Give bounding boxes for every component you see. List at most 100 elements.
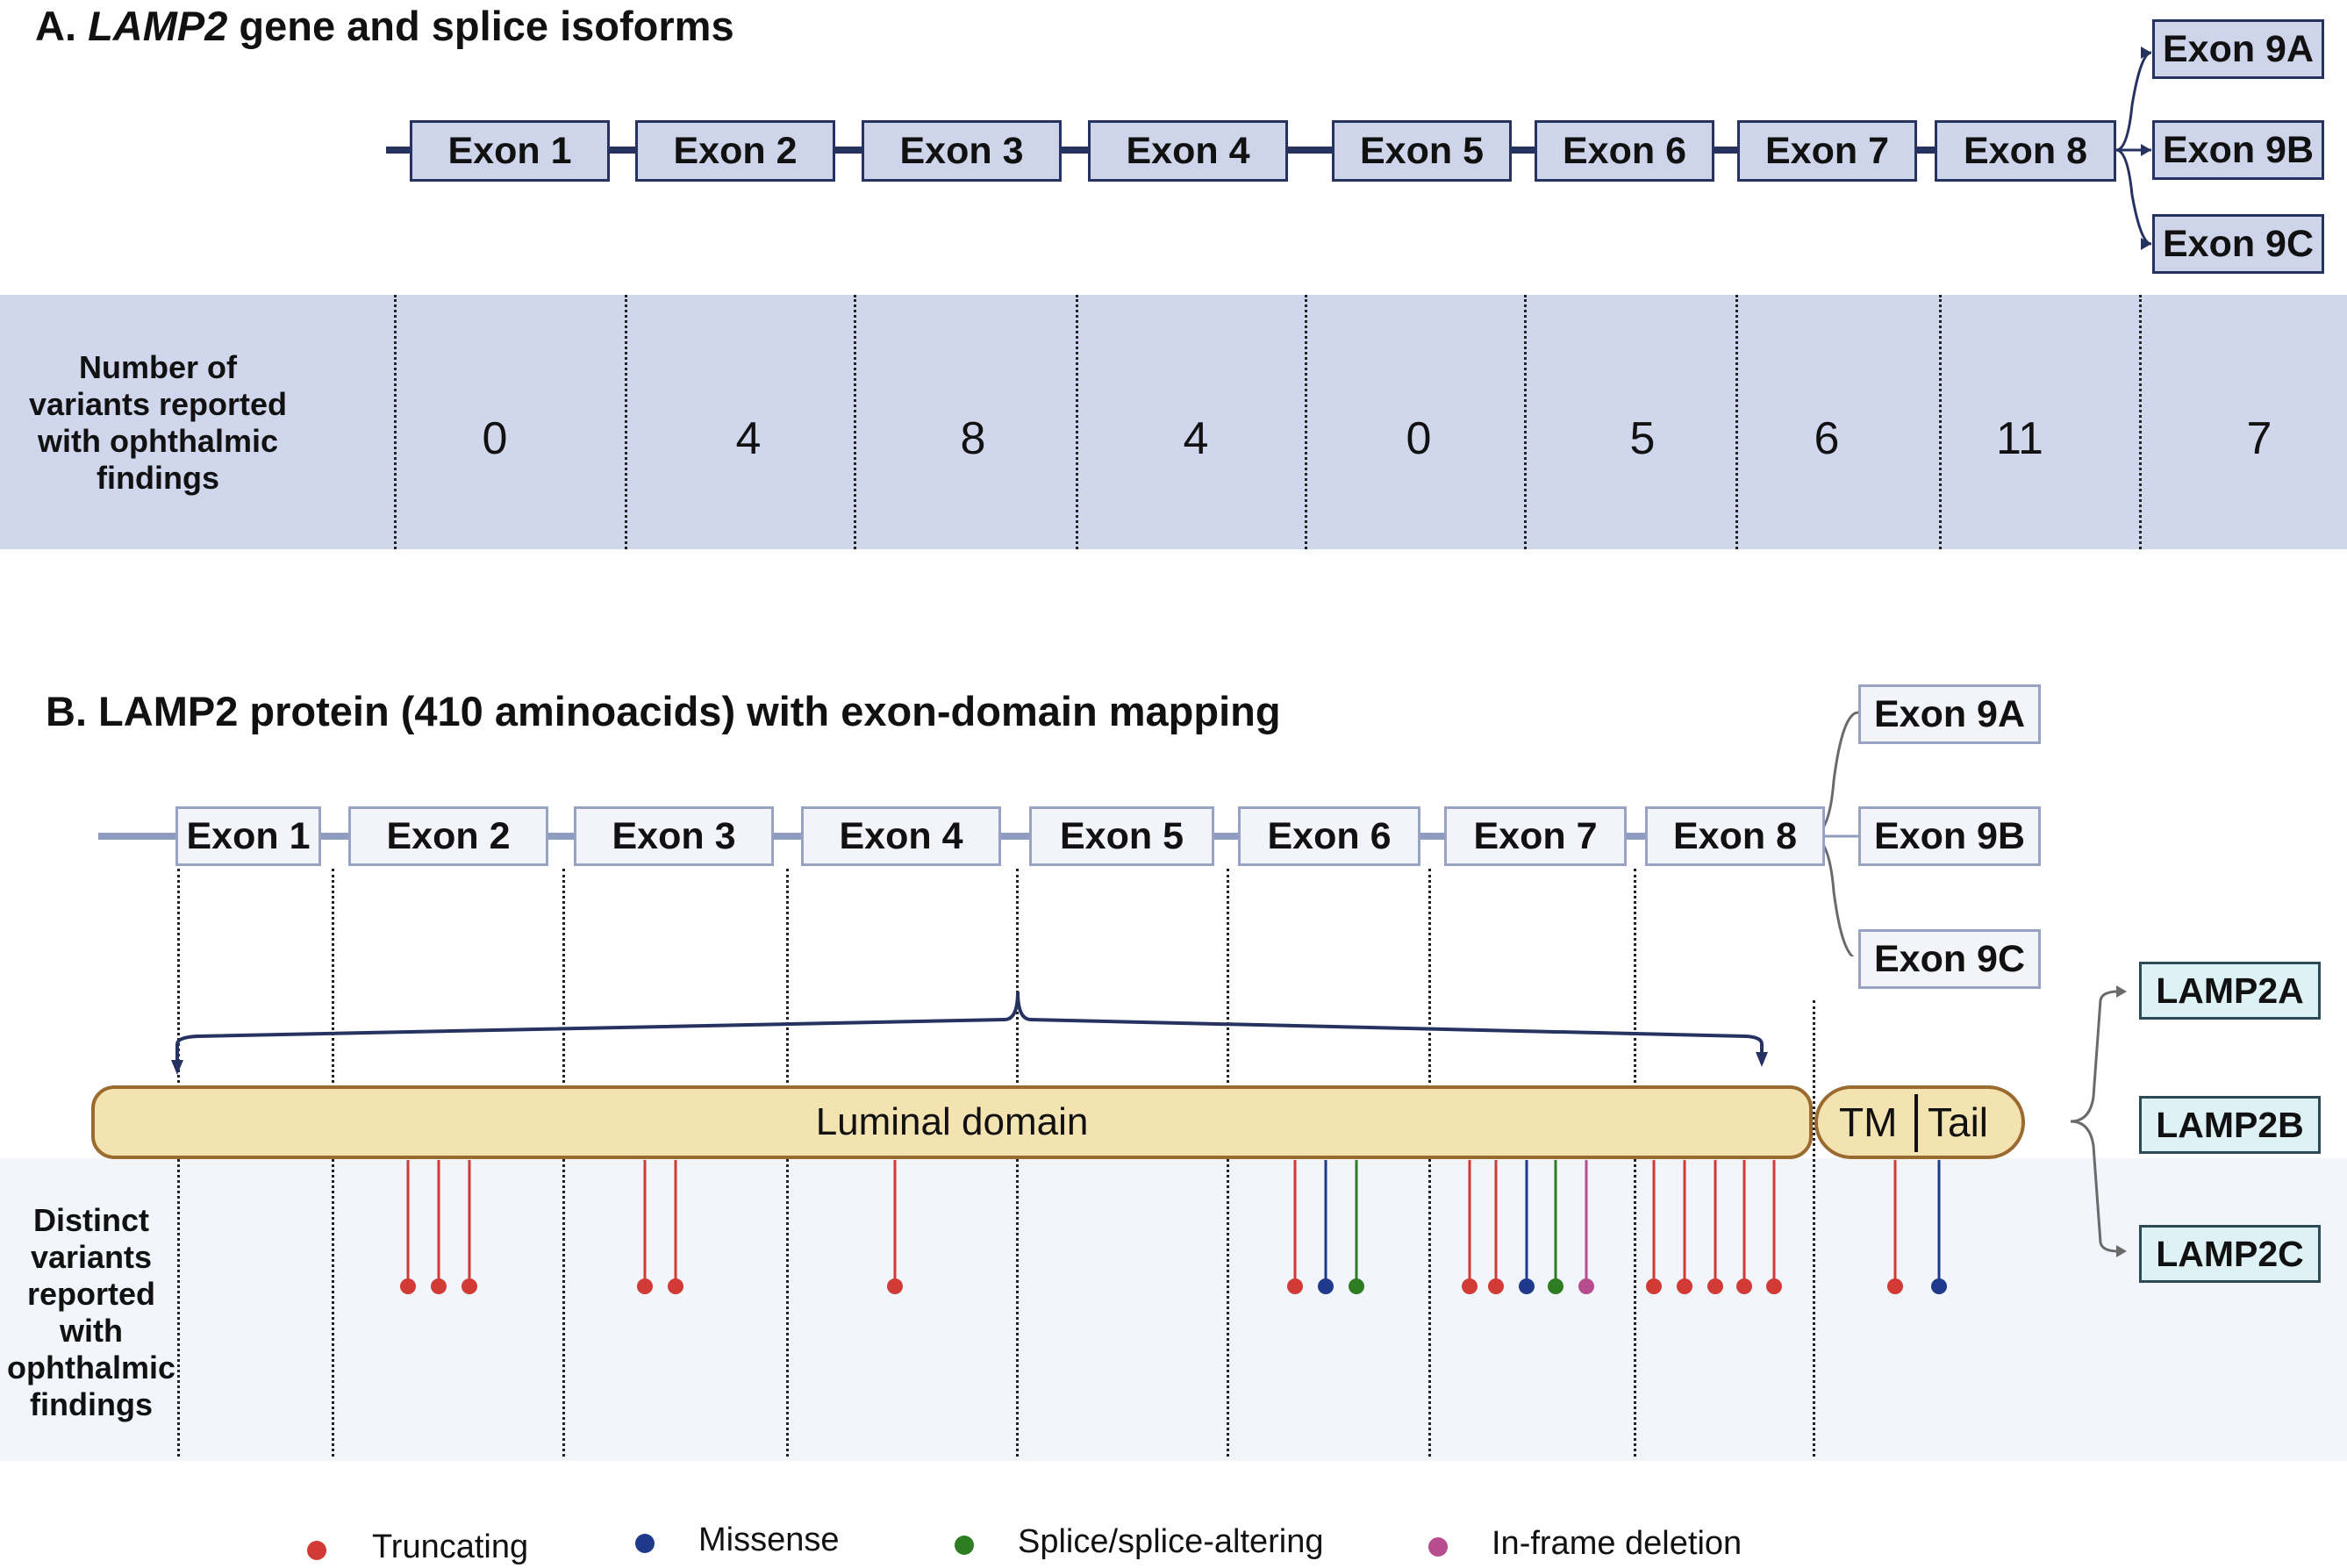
panel-b-isoform-brace — [2070, 985, 2127, 1257]
tm-tail-domain: TM Tail — [1814, 1085, 2025, 1159]
legend-label-inframe: In-frame deletion — [1492, 1525, 1742, 1562]
tm-tail-separator — [1914, 1094, 1918, 1152]
variant-dot-inframe — [1578, 1278, 1594, 1294]
panel-b-divider — [332, 869, 334, 1457]
luminal-domain: Luminal domain — [91, 1085, 1813, 1159]
panel-a-count-band — [0, 295, 2347, 549]
isoform-lamp2c: LAMP2C — [2139, 1225, 2321, 1283]
variant-dot-missense — [1519, 1278, 1535, 1294]
panel-a-divider — [1305, 295, 1307, 549]
panel-a-branch-9a — [2115, 51, 2152, 152]
panel-b-divider — [1227, 869, 1229, 1457]
panel-b-exon-9a: Exon 9A — [1858, 684, 2041, 744]
panel-a-exon-7: Exon 7 — [1737, 120, 1917, 182]
variant-dot-truncating — [668, 1278, 683, 1294]
variant-dot-truncating — [1766, 1278, 1782, 1294]
panel-a-arrowhead-9b — [2141, 144, 2151, 156]
variant-dot-truncating — [887, 1278, 903, 1294]
panel-a-row-label: Number of variants reported with ophthal… — [28, 349, 288, 496]
variant-dot-truncating — [462, 1278, 477, 1294]
panel-b-exon-2: Exon 2 — [348, 806, 548, 866]
panel-b-divider — [1016, 869, 1019, 1457]
variant-dot-truncating — [400, 1278, 416, 1294]
legend-dot-truncating — [307, 1541, 326, 1560]
panel-a-divider — [854, 295, 856, 549]
panel-b-luminal-brace — [171, 991, 1768, 1075]
panel-b-exon-6: Exon 6 — [1238, 806, 1420, 866]
panel-b-isoform-arrowhead — [2116, 1245, 2127, 1257]
panel-a-divider — [625, 295, 627, 549]
panel-b-row-label: Distinct variants reported with ophthalm… — [6, 1202, 175, 1422]
isoform-lamp2b: LAMP2B — [2139, 1096, 2321, 1154]
panel-b-exon-4: Exon 4 — [801, 806, 1001, 866]
panel-a-exon-6: Exon 6 — [1535, 120, 1714, 182]
panel-b-isoform-arrowhead — [2116, 985, 2127, 998]
panel-a-exon-9b: Exon 9B — [2152, 120, 2324, 180]
panel-b-exon-9c: Exon 9C — [1858, 929, 2041, 989]
panel-a-count-exon-4: 4 — [1183, 413, 1209, 464]
panel-a-count-exon-5: 0 — [1406, 413, 1432, 464]
panel-a-title-gene: LAMP2 — [88, 3, 228, 49]
panel-b-divider — [177, 869, 180, 1457]
variant-dot-truncating — [1677, 1278, 1692, 1294]
panel-a-count-exon-1: 0 — [482, 413, 508, 464]
panel-a-title: A. LAMP2 gene and splice isoforms — [35, 2, 734, 50]
panel-b-brace-path — [175, 991, 1764, 1070]
variant-lollipops — [400, 1160, 1947, 1294]
panel-a-divider — [1524, 295, 1527, 549]
panel-a-count-exon-9: 7 — [2246, 413, 2272, 464]
variant-dot-truncating — [637, 1278, 653, 1294]
panel-b-exon-7: Exon 7 — [1444, 806, 1627, 866]
panel-a-count-exon-3: 8 — [960, 413, 986, 464]
panel-a-exon-1: Exon 1 — [410, 120, 610, 182]
panel-a-count-exon-8: 11 — [1996, 413, 2043, 464]
panel-a-count-exon-2: 4 — [735, 413, 762, 464]
panel-a-exon-2: Exon 2 — [635, 120, 835, 182]
panel-b-isoform-brace-path — [2070, 1120, 2119, 1253]
variant-dot-truncating — [1646, 1278, 1662, 1294]
panel-b-isoform-brace-path — [2070, 990, 2119, 1123]
panel-a-title-suffix: gene and splice isoforms — [227, 3, 734, 49]
isoform-lamp2a: LAMP2A — [2139, 962, 2321, 1020]
panel-a-exon-4: Exon 4 — [1088, 120, 1288, 182]
panel-b-brace-arrowhead-left — [171, 1060, 183, 1075]
panel-a-arrowhead-9a — [2141, 47, 2151, 59]
panel-a-divider — [2139, 295, 2142, 549]
panel-b-brace-arrowhead-right — [1756, 1052, 1768, 1067]
variant-dot-truncating — [1887, 1278, 1903, 1294]
panel-b-divider — [1428, 869, 1431, 1457]
panel-a-divider — [1735, 295, 1738, 549]
panel-a-exon-5: Exon 5 — [1332, 120, 1512, 182]
panel-a-count-exon-6: 5 — [1629, 413, 1656, 464]
panel-a-title-prefix: A. — [35, 3, 89, 49]
variant-dot-missense — [1318, 1278, 1334, 1294]
variant-dot-truncating — [431, 1278, 447, 1294]
panel-b-exon-8: Exon 8 — [1645, 806, 1825, 866]
panel-a-exon-9c: Exon 9C — [2152, 214, 2324, 274]
legend-label-splice: Splice/splice-altering — [1018, 1523, 1324, 1560]
variant-dot-truncating — [1287, 1278, 1303, 1294]
variant-dot-truncating — [1707, 1278, 1723, 1294]
variant-dot-truncating — [1462, 1278, 1478, 1294]
panel-a-branch-9c — [2115, 148, 2152, 246]
panel-b-divider — [1813, 1000, 1815, 1457]
panel-b-exon-3: Exon 3 — [574, 806, 774, 866]
panel-b-variant-band — [0, 1158, 2347, 1461]
panel-b-divider — [786, 869, 789, 1457]
panel-b-exon-5: Exon 5 — [1029, 806, 1214, 866]
panel-b-exon-9b: Exon 9B — [1858, 806, 2041, 866]
tm-label: TM — [1839, 1099, 1898, 1145]
panel-a-exon-3: Exon 3 — [862, 120, 1062, 182]
legend-dot-missense — [635, 1534, 655, 1553]
panel-a-exon-8: Exon 8 — [1935, 120, 2116, 182]
panel-a-divider — [1939, 295, 1942, 549]
tail-label: Tail — [1928, 1099, 1989, 1145]
legend-label-truncating: Truncating — [372, 1529, 529, 1565]
panel-a-count-exon-7: 6 — [1814, 413, 1840, 464]
variant-dot-splice — [1548, 1278, 1563, 1294]
variant-dot-missense — [1931, 1278, 1947, 1294]
panel-a-arrowhead-9c — [2141, 238, 2151, 250]
panel-a-divider — [1076, 295, 1078, 549]
variant-dot-splice — [1349, 1278, 1364, 1294]
legend-label-missense: Missense — [698, 1521, 840, 1558]
